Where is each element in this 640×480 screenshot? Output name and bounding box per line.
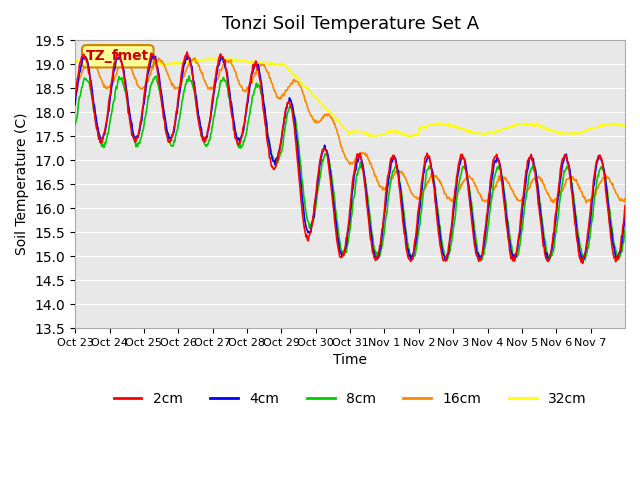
Y-axis label: Soil Temperature (C): Soil Temperature (C)	[15, 113, 29, 255]
X-axis label: Time: Time	[333, 353, 367, 367]
Legend: 2cm, 4cm, 8cm, 16cm, 32cm: 2cm, 4cm, 8cm, 16cm, 32cm	[108, 387, 592, 412]
Title: Tonzi Soil Temperature Set A: Tonzi Soil Temperature Set A	[221, 15, 479, 33]
Text: TZ_fmet: TZ_fmet	[86, 49, 149, 63]
